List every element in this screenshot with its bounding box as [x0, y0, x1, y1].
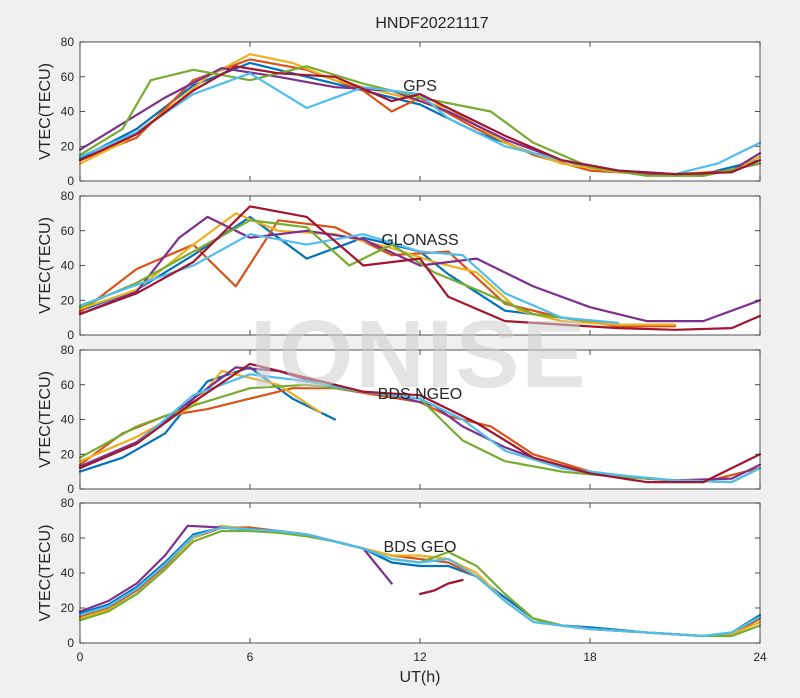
y-tick-label: 40 — [61, 566, 75, 580]
series-line-6 — [78, 526, 762, 638]
panel-label: BDS GEO — [384, 539, 457, 556]
series-line-6 — [78, 233, 620, 324]
series-line-1 — [78, 215, 620, 326]
x-tick-label: 18 — [583, 650, 597, 664]
panel-gps: 0 20 40 60 80 VTEC(TECU) GPS — [37, 35, 762, 188]
y-tick-label: 0 — [67, 482, 74, 496]
plot-area — [80, 503, 760, 643]
y-tick-label: 60 — [61, 224, 75, 238]
x-tick-label: 0 — [77, 650, 84, 664]
x-tick-label: 6 — [247, 650, 254, 664]
y-tick-label: 20 — [61, 139, 75, 153]
y-tick-label: 0 — [67, 328, 74, 342]
series-line-1 — [78, 366, 337, 473]
x-tick-label: 12 — [413, 650, 427, 664]
y-tick-label: 40 — [61, 259, 75, 273]
panel-label: GPS — [403, 78, 437, 95]
series-line-6 — [78, 373, 762, 484]
y-tick-label: 20 — [61, 601, 75, 615]
y-tick-label: 60 — [61, 531, 75, 545]
y-tick-label: 80 — [61, 343, 75, 357]
y-axis-label: VTEC(TECU) — [37, 217, 54, 314]
series-line-7 — [78, 205, 762, 331]
panel-bds-ngeo: 0 20 40 60 80 VTEC(TECU) BDS NGEO — [37, 343, 762, 496]
y-tick-label: 20 — [61, 447, 75, 461]
series-line-7 — [418, 578, 464, 596]
chart-title: HNDF20221117 — [375, 15, 488, 32]
series-line-7 — [78, 362, 762, 484]
y-tick-label: 80 — [61, 189, 75, 203]
panel-bds-geo: 0 20 40 60 80 0 6 12 18 24 VTEC(TECU) BDS GEO — [37, 496, 767, 664]
panel-glonass: 0 20 40 60 80 VTEC(TECU) GLONASS — [37, 189, 762, 342]
series-line-1 — [78, 526, 762, 638]
y-tick-label: 0 — [67, 174, 74, 188]
panel-label: BDS NGEO — [378, 386, 462, 403]
y-axis-label: VTEC(TECU) — [37, 525, 54, 622]
y-axis-label: VTEC(TECU) — [37, 371, 54, 468]
series-line-3 — [78, 212, 677, 326]
plot-area — [80, 42, 760, 181]
y-tick-label: 80 — [61, 496, 75, 510]
x-tick-label: 24 — [753, 650, 767, 664]
series-line-7 — [78, 65, 762, 176]
series-line-4 — [78, 215, 762, 323]
y-axis-label: VTEC(TECU) — [37, 63, 54, 160]
y-tick-label: 80 — [61, 35, 75, 49]
x-axis-label: UT(h) — [400, 669, 441, 686]
panel-label: GLONASS — [381, 232, 458, 249]
plot-area — [80, 350, 760, 489]
y-tick-label: 60 — [61, 70, 75, 84]
y-tick-label: 20 — [61, 293, 75, 307]
y-tick-label: 0 — [67, 636, 74, 650]
y-tick-label: 40 — [61, 413, 75, 427]
series-line-5 — [78, 219, 592, 323]
y-tick-label: 40 — [61, 105, 75, 119]
y-tick-label: 60 — [61, 378, 75, 392]
